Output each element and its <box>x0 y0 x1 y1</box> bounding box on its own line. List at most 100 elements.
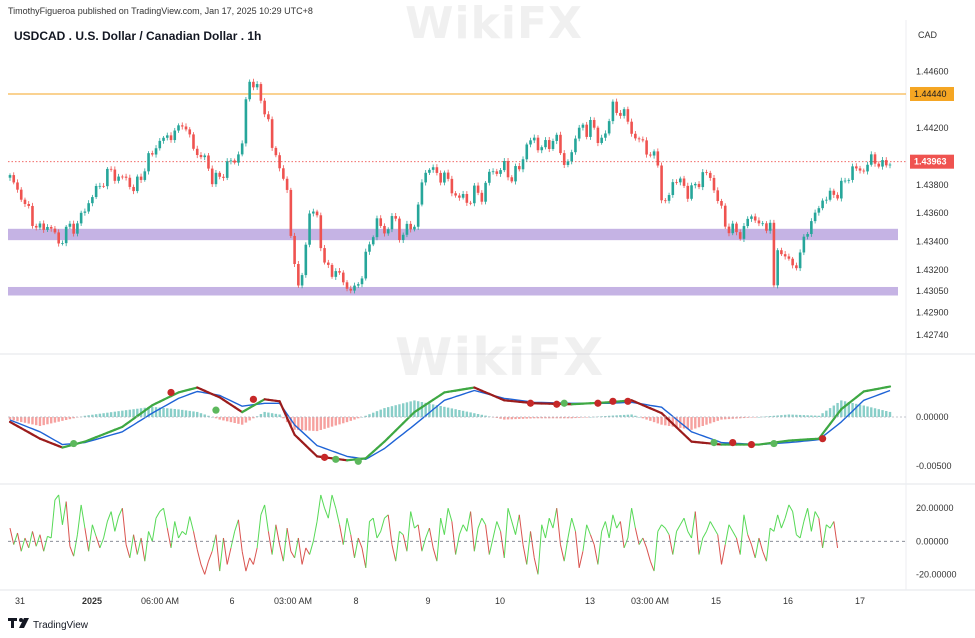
macd-hist-bar <box>124 410 128 418</box>
macd-hist-bar <box>218 417 221 420</box>
macd-hist-bar <box>394 405 397 418</box>
momentum-segment <box>668 534 674 555</box>
candle-body <box>405 223 409 235</box>
momentum-segment <box>65 501 71 547</box>
candle-body <box>675 182 678 183</box>
macd-hist-bar <box>469 412 472 418</box>
candle-body <box>502 161 506 171</box>
momentum-segment <box>627 508 633 539</box>
candle-body <box>413 226 416 230</box>
momentum-segment <box>477 517 483 529</box>
candle-body <box>562 153 566 165</box>
time-tick-label: 2025 <box>82 596 102 606</box>
macd-cross-marker <box>609 397 617 405</box>
time-tick-label: 15 <box>711 596 721 606</box>
macd-hist-bar <box>225 417 229 422</box>
momentum-segment <box>20 537 26 552</box>
macd-hist-bar <box>143 407 147 418</box>
momentum-segment <box>114 516 120 532</box>
macd-hist-bar <box>323 417 326 429</box>
candle-body <box>615 101 618 113</box>
macd-hist-bar <box>83 415 87 418</box>
current-tag-bg <box>910 154 954 169</box>
candle-body <box>836 194 839 199</box>
momentum-segment <box>473 527 479 552</box>
momentum-segment <box>728 524 734 532</box>
momentum-segment <box>436 518 442 562</box>
macd-hist-bar <box>888 411 892 418</box>
candle-body <box>192 134 195 149</box>
macd-hist-bar <box>61 417 64 421</box>
macd-hist-bar <box>806 415 809 418</box>
momentum-segment <box>698 537 704 555</box>
macd-hist-bar <box>181 409 184 418</box>
macd-hist-bar <box>862 405 865 418</box>
macd-hist-bar <box>248 417 251 421</box>
momentum-segment <box>631 508 636 529</box>
momentum-segment <box>485 524 490 555</box>
macd-cross-marker <box>770 439 778 448</box>
candle-body <box>540 147 544 151</box>
momentum-segment <box>61 501 67 525</box>
momentum-segment <box>369 517 374 522</box>
candle-body <box>570 152 574 162</box>
momentum-segment <box>282 528 288 562</box>
macd-hist-bar <box>731 417 734 419</box>
macd-hist-bar <box>390 406 394 418</box>
macd-hist-bar <box>783 414 787 418</box>
candle-body <box>428 169 431 173</box>
macd-hist-bar <box>154 407 158 418</box>
candle-body <box>708 172 712 178</box>
candle-body <box>72 223 75 234</box>
momentum-segment <box>623 537 629 549</box>
momentum-segment <box>267 531 273 555</box>
momentum-segment <box>664 527 670 535</box>
macd-hist-bar <box>345 417 349 423</box>
macd-cross-marker <box>249 395 258 403</box>
candle-body <box>225 161 229 178</box>
momentum-segment <box>646 547 651 562</box>
momentum-segment <box>215 534 221 572</box>
momentum-segment <box>515 514 520 535</box>
momentum-segment <box>552 508 558 529</box>
macd-hist-bar <box>465 411 469 418</box>
macd-hist-bar <box>166 408 169 418</box>
momentum-segment <box>208 551 213 562</box>
candle-body <box>757 220 761 224</box>
momentum-segment <box>35 534 41 547</box>
momentum-segment <box>357 537 363 549</box>
macd-hist-bar <box>64 417 68 421</box>
momentum-segment <box>608 514 614 539</box>
momentum-segment <box>24 537 30 549</box>
candle-body <box>341 272 345 283</box>
momentum-segment <box>541 524 546 539</box>
current-price-tag: 1.43963 <box>910 154 954 169</box>
candle-body <box>840 180 843 199</box>
time-tick-label: 16 <box>783 596 793 606</box>
macd-hist-bar <box>454 409 457 418</box>
candle-body <box>678 178 682 183</box>
macd-hist-bar <box>364 415 367 418</box>
candle-body <box>401 234 405 241</box>
momentum-segment <box>537 524 543 575</box>
momentum-segment <box>571 518 576 532</box>
momentum-segment <box>391 544 397 562</box>
candle-body <box>76 223 79 234</box>
macd-hist-bar <box>697 417 701 428</box>
macd-hist-bar <box>405 402 409 418</box>
momentum-segment <box>826 524 831 529</box>
momentum-segment <box>563 537 569 562</box>
momentum-segment <box>530 531 535 558</box>
macd-hist-bar <box>349 417 352 421</box>
macd-hist-bar <box>791 414 794 418</box>
momentum-segment <box>758 537 764 552</box>
momentum-segment <box>814 511 820 519</box>
momentum-segment <box>582 524 588 552</box>
momentum-segment <box>361 547 367 568</box>
macd-hist-bar <box>521 417 525 419</box>
candle-body <box>121 176 124 178</box>
momentum-segment <box>574 531 580 568</box>
momentum-segment <box>784 504 790 519</box>
candle-body <box>259 84 263 101</box>
